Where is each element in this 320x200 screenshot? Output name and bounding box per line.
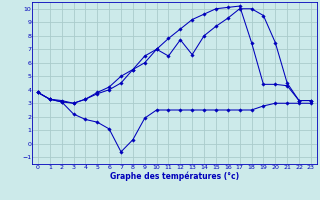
X-axis label: Graphe des températures (°c): Graphe des températures (°c) bbox=[110, 171, 239, 181]
